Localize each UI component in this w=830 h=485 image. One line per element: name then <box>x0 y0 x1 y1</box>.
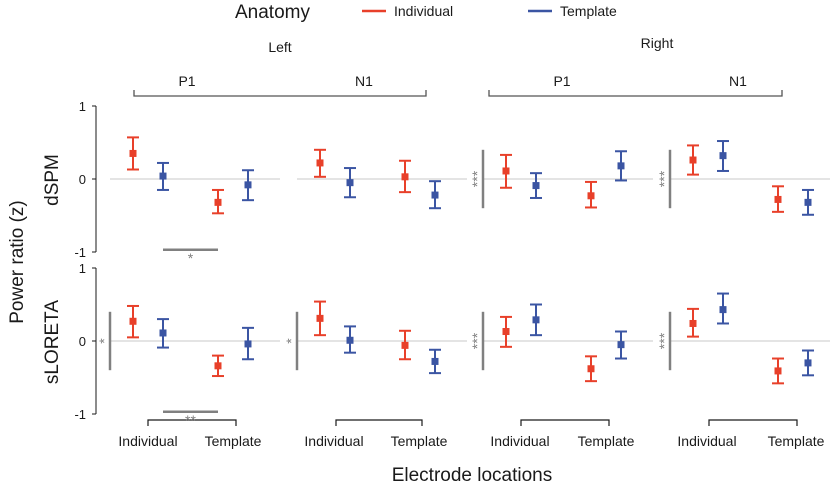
y-tick-label: -1 <box>74 407 86 422</box>
y-tick-label: 0 <box>79 172 86 187</box>
panel-dspm-left-p1: * <box>110 136 280 266</box>
mean-point <box>346 179 354 187</box>
x-bracket-left-n1 <box>335 419 423 426</box>
legend: Anatomy Individual Template <box>235 2 617 23</box>
y-tick-label: 0 <box>79 334 86 349</box>
y-tick-label: -1 <box>74 245 86 260</box>
mean-point <box>159 172 167 180</box>
panel-sloreta-right-n1: *** <box>656 292 830 385</box>
mean-point <box>502 328 510 336</box>
significance-label: * <box>188 250 194 266</box>
mean-point <box>346 336 354 344</box>
panel-dspm-right-n1: *** <box>656 140 830 216</box>
mean-point <box>316 159 324 167</box>
component-label-left-p1: P1 <box>178 73 195 89</box>
hemisphere-label-right: Right <box>641 35 674 51</box>
component-label-right-p1: P1 <box>553 73 570 89</box>
x-bracket-left-p1 <box>147 419 237 426</box>
mean-point <box>689 156 697 164</box>
mean-point <box>719 152 727 160</box>
mean-point <box>431 191 439 199</box>
panel-sloreta-left-n1: * <box>283 300 467 375</box>
y-axis-sloreta: 1 0 -1 <box>74 261 97 422</box>
mean-point <box>617 341 625 349</box>
x-tick-label: Individual <box>118 433 177 449</box>
hemisphere-label-left: Left <box>268 39 291 55</box>
mean-point <box>401 341 409 349</box>
significance-label: *** <box>469 332 485 349</box>
x-tick-label: Template <box>768 433 825 449</box>
legend-label-template: Template <box>560 3 617 19</box>
y-axis-title: Power ratio (z) <box>7 200 28 324</box>
significance-label: * <box>96 338 112 344</box>
significance-label: *** <box>656 170 672 187</box>
component-label-left-n1: N1 <box>355 73 373 89</box>
x-bracket-right-n1 <box>708 419 798 426</box>
x-axis: Individual Template Individual Template … <box>118 419 825 449</box>
mean-point <box>316 314 324 322</box>
x-tick-label: Individual <box>677 433 736 449</box>
component-bracket-right <box>488 90 783 97</box>
mean-point <box>129 149 137 157</box>
row-label-sloreta: sLORETA <box>42 300 63 384</box>
component-bracket-left <box>133 90 427 97</box>
mean-point <box>431 357 439 365</box>
x-tick-label: Template <box>578 433 635 449</box>
panel-sloreta-right-p1: *** <box>469 303 653 383</box>
x-tick-label: Individual <box>490 433 549 449</box>
mean-point <box>159 329 167 337</box>
x-tick-label: Individual <box>304 433 363 449</box>
component-label-right-n1: N1 <box>729 73 747 89</box>
y-axis-dspm: 1 0 -1 <box>74 99 97 260</box>
x-tick-label: Template <box>391 433 448 449</box>
panels: **** ******* *** *** <box>96 136 830 428</box>
panel-dspm-right-p1: *** <box>469 149 653 209</box>
x-axis-title: Electrode locations <box>392 465 553 485</box>
mean-point <box>214 198 222 206</box>
mean-point <box>532 182 540 190</box>
mean-point <box>244 340 252 348</box>
significance-label: *** <box>656 332 672 349</box>
mean-point <box>129 317 137 325</box>
x-tick-label: Template <box>205 433 262 449</box>
legend-label-individual: Individual <box>394 3 453 19</box>
mean-point <box>401 173 409 181</box>
mean-point <box>532 316 540 324</box>
mean-point <box>804 359 812 367</box>
y-tick-label: 1 <box>79 261 86 276</box>
significance-label: * <box>283 338 299 344</box>
panel-sloreta-left-p1: *** <box>96 304 280 428</box>
row-label-dspm: dSPM <box>42 154 63 206</box>
x-bracket-right-p1 <box>520 419 610 426</box>
mean-point <box>804 198 812 206</box>
mean-point <box>502 167 510 175</box>
mean-point <box>719 306 727 314</box>
mean-point <box>774 367 782 375</box>
significance-label: *** <box>469 170 485 187</box>
significance-label: ** <box>185 412 196 428</box>
mean-point <box>587 192 595 200</box>
legend-title: Anatomy <box>235 2 310 23</box>
mean-point <box>617 162 625 170</box>
mean-point <box>244 181 252 189</box>
mean-point <box>214 362 222 370</box>
mean-point <box>587 365 595 373</box>
y-tick-label: 1 <box>79 99 86 114</box>
mean-point <box>774 195 782 203</box>
mean-point <box>689 319 697 327</box>
panel-dspm-left-n1 <box>297 148 467 210</box>
